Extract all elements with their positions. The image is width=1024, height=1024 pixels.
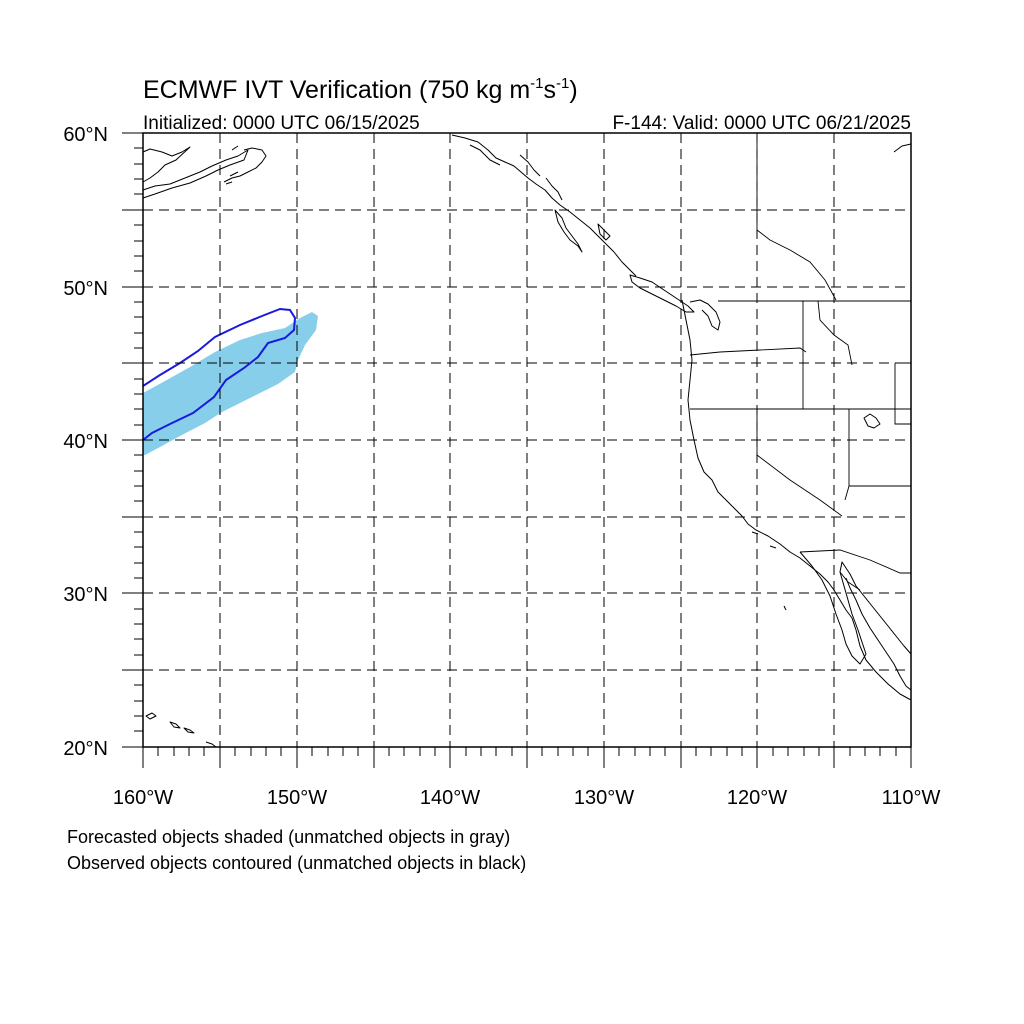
lat-label-30n: 30°N (63, 584, 108, 606)
lon-label-130w: 130°W (574, 787, 634, 809)
lon-label-120w: 120°W (727, 787, 787, 809)
lat-label-20n: 20°N (63, 738, 108, 760)
political-borders (689, 133, 911, 591)
map-title: ECMWF IVT Verification (750 kg m-1s-1) (143, 75, 578, 104)
grid-lines (143, 133, 911, 747)
lon-label-140w: 140°W (420, 787, 480, 809)
lon-label-110w: 110°W (882, 787, 941, 809)
longitude-labels: 160°W 150°W 140°W 130°W 120°W 110°W (113, 787, 941, 809)
lat-label-40n: 40°N (63, 431, 108, 453)
lat-label-60n: 60°N (63, 124, 108, 146)
forecast-object-shaded (143, 312, 318, 455)
observed-object-contour (142, 307, 297, 441)
initialized-time: Initialized: 0000 UTC 06/15/2025 (143, 113, 420, 134)
coastlines (142, 134, 912, 748)
lon-label-160w: 160°W (113, 787, 173, 809)
lat-label-50n: 50°N (63, 278, 108, 300)
latitude-labels: 60°N 50°N 40°N 30°N 20°N (63, 124, 108, 760)
lon-label-150w: 150°W (267, 787, 327, 809)
valid-time: F-144: Valid: 0000 UTC 06/21/2025 (612, 113, 911, 134)
legend-observed-note: Observed objects contoured (unmatched ob… (67, 853, 526, 873)
legend-forecast-note: Forecasted objects shaded (unmatched obj… (67, 827, 510, 847)
axis-ticks (122, 132, 912, 768)
